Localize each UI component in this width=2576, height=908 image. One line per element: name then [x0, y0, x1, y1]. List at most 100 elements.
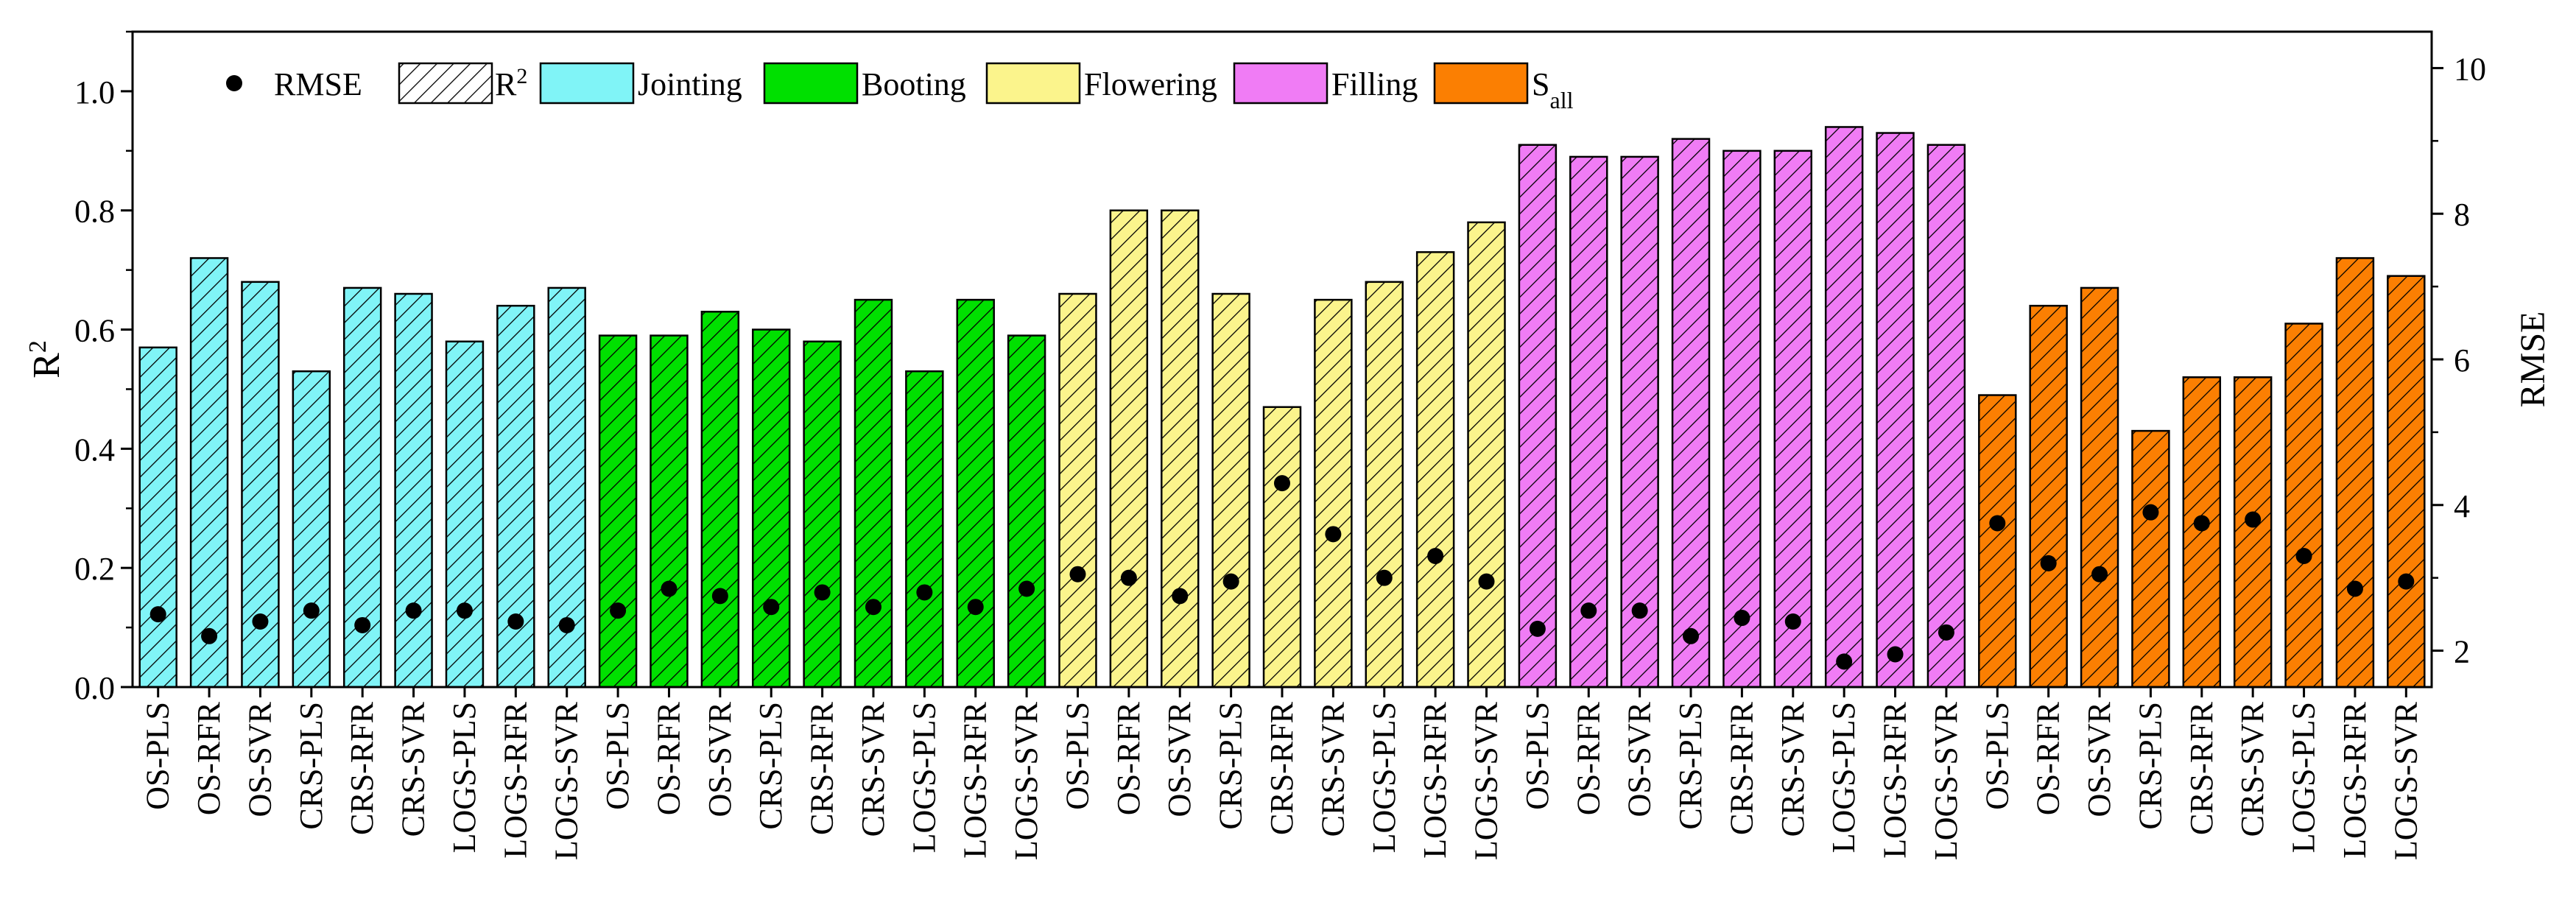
bar-hatch [1978, 394, 2017, 689]
legend-rmse-label: RMSE [274, 66, 362, 102]
bar-filling-7 [1824, 126, 1864, 689]
rmse-point [1631, 602, 1648, 619]
bar-jointing-4 [292, 370, 331, 689]
bar-flowering-2 [1109, 209, 1149, 689]
bar-hatch [1262, 406, 1302, 689]
bar-filling-9 [1926, 144, 1966, 689]
rmse-point [354, 616, 371, 633]
bar-hatch [1109, 209, 1149, 689]
bar-hatch [1007, 334, 1046, 689]
y2-axis-label: RMSE [2513, 312, 2552, 408]
x-tick-label: LOGS-PLS [1826, 702, 1862, 853]
bar-flowering-5 [1262, 406, 1302, 689]
legend-r2-label: R2 [495, 64, 527, 103]
x-tick-label: OS-SVR [2081, 701, 2117, 817]
legend-r2-swatch [398, 62, 493, 105]
legend: RMSE R2 Jointing Booting Flowering Filling Sal… [226, 62, 1574, 113]
rmse-point [967, 599, 984, 616]
legend-label-sub: all [1549, 87, 1573, 113]
rmse-point [1887, 646, 1904, 663]
legend-label-4: Filling [1331, 66, 1418, 102]
x-tick-label: LOGS-PLS [2286, 702, 2322, 853]
bar-flowering-9 [1467, 221, 1506, 689]
bar-filling-4 [1671, 138, 1711, 689]
legend-label-1: Jointing [638, 66, 742, 102]
bar-jointing-7 [445, 340, 485, 689]
bar-hatch [854, 298, 893, 689]
y-tick-label: 0.2 [74, 551, 115, 587]
bar-hatch [1824, 126, 1864, 689]
x-tick-label: OS-RFR [1111, 701, 1147, 815]
x-tick-label: OS-RFR [650, 701, 686, 815]
bar-s-all-9 [2387, 275, 2426, 689]
rmse-point [1018, 580, 1035, 597]
bars-layer [138, 126, 2426, 689]
rmse-point [1784, 613, 1801, 630]
x-tick-label: CRS-SVR [2234, 701, 2270, 837]
bar-flowering-6 [1314, 298, 1353, 689]
bar-hatch [1620, 155, 1659, 689]
rmse-point [2193, 515, 2210, 532]
bar-jointing-6 [394, 292, 433, 689]
bar-booting-6 [854, 298, 893, 689]
rmse-point [405, 602, 422, 619]
x-tick-label: CRS-SVR [1775, 701, 1811, 837]
bar-filling-3 [1620, 155, 1659, 689]
rmse-point [661, 580, 678, 597]
bar-hatch [700, 311, 740, 689]
x-tick-label: OS-PLS [140, 702, 176, 810]
bar-hatch [1569, 155, 1608, 689]
bar-s-all-2 [2029, 304, 2068, 689]
bar-hatch [2182, 376, 2222, 689]
x-tick-label: LOGS-PLS [446, 702, 482, 853]
bar-hatch [2131, 429, 2170, 689]
y2-tick-label: 8 [2454, 197, 2470, 233]
legend-label-text: Flowering [1084, 66, 1217, 102]
x-tick-label: LOGS-RFR [1877, 701, 1913, 858]
bar-hatch [138, 346, 177, 689]
rmse-point [2295, 548, 2312, 564]
x-tick-label: LOGS-SVR [2387, 701, 2424, 860]
y2-tick-label: 2 [2454, 634, 2470, 670]
rmse-point [201, 627, 218, 644]
x-tick-label: OS-RFR [191, 701, 227, 815]
rmse-point [1376, 569, 1393, 586]
bar-hatch [803, 340, 842, 689]
rmse-point [456, 602, 473, 619]
bar-booting-3 [700, 311, 740, 689]
x-tick-label: OS-RFR [2030, 701, 2066, 815]
bar-s-all-4 [2131, 429, 2170, 689]
x-tick-label: OS-SVR [242, 701, 278, 817]
bar-hatch [1773, 149, 1813, 689]
rmse-point [916, 584, 933, 601]
y2-tick-label: 4 [2454, 488, 2470, 524]
rmse-point [2245, 511, 2262, 528]
rmse-point [1683, 627, 1700, 644]
bar-hatch [2387, 275, 2426, 689]
axes-layer: OS-PLS OS-RFR OS-SVR CRS-PLS CRS-RFR CRS-SVR L… [74, 30, 2486, 860]
x-tick-label: CRS-RFR [2183, 701, 2220, 835]
rmse-point [1172, 588, 1189, 605]
legend-label-text: S [1532, 66, 1549, 102]
bar-booting-4 [751, 328, 791, 689]
bar-hatch [1467, 221, 1506, 689]
bar-hatch [1058, 292, 1097, 689]
bar-hatch [1211, 292, 1250, 689]
x-tick-label: OS-SVR [702, 701, 738, 817]
bar-s-all-1 [1978, 394, 2017, 689]
rmse-point [2142, 504, 2159, 521]
bar-s-all-3 [2080, 286, 2119, 689]
bar-booting-1 [598, 334, 638, 689]
rmse-point [252, 613, 269, 630]
bar-filling-5 [1722, 149, 1762, 689]
x-tick-label: CRS-SVR [1315, 701, 1351, 837]
x-tick-label: CRS-RFR [1264, 701, 1300, 835]
rmse-point [2040, 555, 2057, 571]
x-tick-label: CRS-PLS [1672, 702, 1708, 830]
y2-tick-label: 6 [2454, 342, 2470, 379]
rmse-point [2346, 580, 2363, 597]
bar-jointing-8 [496, 304, 535, 689]
legend-label-3: Flowering [1084, 66, 1217, 102]
bar-flowering-7 [1365, 281, 1404, 689]
